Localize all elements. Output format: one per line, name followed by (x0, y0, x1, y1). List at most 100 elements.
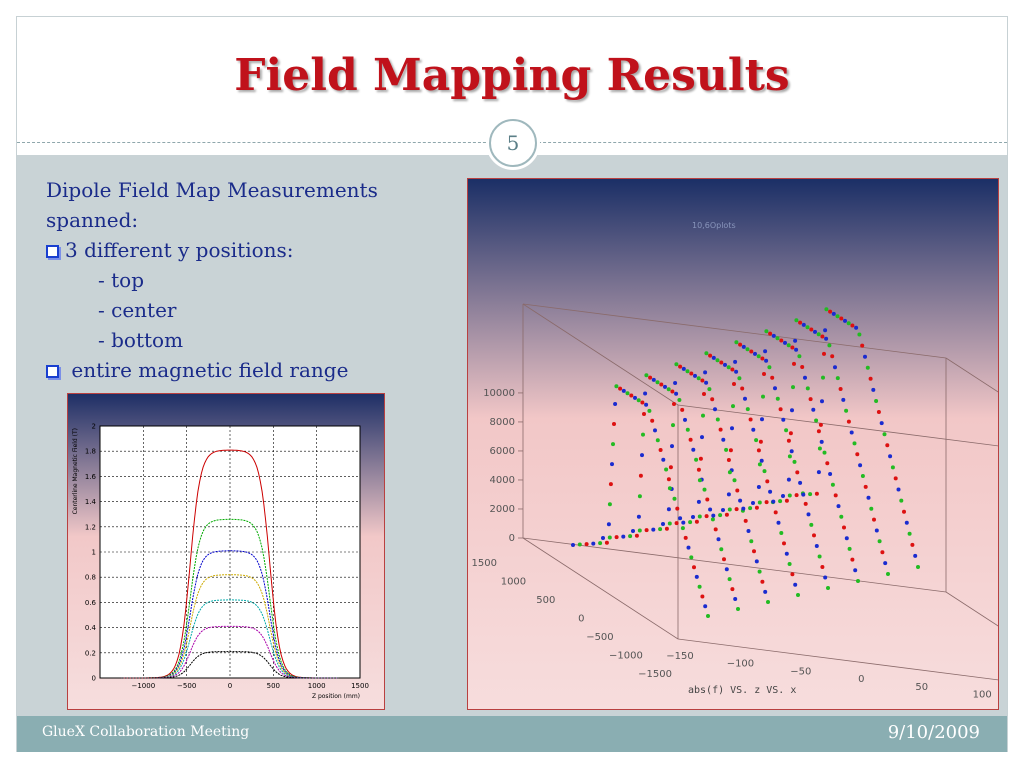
square-bullet-icon (46, 365, 59, 378)
data-point (754, 505, 759, 510)
data-point (667, 486, 672, 491)
data-point (760, 417, 764, 422)
data-point (825, 461, 830, 466)
data-point (793, 338, 798, 343)
data-point (686, 545, 691, 550)
data-point (713, 407, 717, 412)
data-point (666, 387, 671, 392)
data-point (659, 382, 664, 387)
data-point (724, 447, 729, 452)
data-point (737, 376, 742, 381)
data-point (688, 437, 693, 442)
bullet-item-1-text: 3 different y positions: (65, 238, 294, 262)
data-point (833, 365, 837, 370)
data-point (779, 338, 784, 343)
data-point (598, 541, 603, 546)
box-edge (522, 537, 947, 593)
data-point (730, 587, 735, 592)
data-point (784, 551, 789, 556)
data-point (748, 506, 753, 511)
data-point (871, 387, 876, 392)
data-point (820, 334, 825, 339)
y-tick-label: 0 (578, 614, 584, 625)
data-point (757, 462, 762, 467)
data-point (680, 407, 685, 412)
data-point (631, 529, 635, 533)
data-point (863, 354, 867, 359)
data-point (855, 452, 860, 457)
data-point (719, 547, 724, 552)
data-point (821, 375, 825, 380)
data-point (857, 332, 862, 337)
data-point (716, 537, 721, 542)
data-point (890, 465, 895, 470)
data-point (640, 453, 644, 458)
data-point (715, 358, 720, 363)
data-point (811, 407, 816, 412)
data-point (696, 499, 701, 504)
bullet-item-2-text: entire magnetic field range (71, 358, 349, 382)
data-point (764, 329, 769, 334)
data-point (813, 329, 817, 334)
data-point (824, 307, 829, 312)
data-point (647, 408, 652, 413)
data-point (794, 318, 799, 323)
y-tick-label: 1000 (501, 577, 526, 588)
data-point (734, 507, 739, 512)
data-point (608, 482, 613, 487)
data-point (610, 462, 614, 467)
data-point (844, 408, 849, 413)
data-point (685, 369, 690, 374)
data-point (801, 492, 806, 497)
data-point (823, 575, 828, 580)
data-point (791, 385, 795, 390)
data-point (726, 458, 731, 462)
body-line-2: spanned: (46, 208, 139, 232)
data-point (913, 553, 918, 558)
square-bullet-icon (46, 245, 59, 258)
data-point (850, 323, 855, 328)
box-edge (522, 303, 679, 406)
data-point (748, 417, 753, 422)
data-point (670, 444, 674, 449)
data-point (734, 340, 739, 345)
data-point (858, 463, 863, 468)
x-axis-label: Z position (mm) (312, 693, 360, 700)
field-map-3d-plot: 0 2000 4000 6000 8000 10000 1500 1000 500 0 −500 −1… (467, 178, 999, 710)
field-curve-6 (121, 651, 339, 679)
data-point (794, 493, 799, 498)
data-point (818, 422, 823, 427)
data-point (783, 340, 787, 345)
data-point (778, 499, 783, 504)
footer-bar (17, 716, 1007, 752)
y-tick-label: 1.2 (85, 523, 96, 531)
data-point (634, 533, 639, 538)
x-tick-label: 0 (858, 674, 864, 685)
data-point (721, 437, 726, 442)
data-point (850, 557, 855, 562)
data-point (719, 360, 724, 365)
x-tick-label: −150 (666, 651, 693, 662)
data-point (653, 428, 657, 433)
data-point (822, 351, 826, 356)
y-tick-label: 0.4 (85, 624, 97, 632)
data-point (743, 518, 748, 523)
data-point (798, 320, 803, 325)
data-point (670, 389, 675, 394)
data-point (800, 365, 805, 369)
data-point (753, 351, 757, 356)
data-point (844, 536, 849, 541)
data-point (866, 495, 871, 500)
data-point (683, 535, 688, 540)
plot-area: 0200040006000800010000150010005000−500−1… (472, 221, 998, 701)
data-point (784, 428, 789, 433)
data-point (732, 478, 737, 483)
data-point (779, 531, 784, 535)
data-point (751, 501, 755, 505)
data-point (724, 512, 729, 517)
data-point (778, 407, 783, 412)
data-point (683, 417, 687, 422)
plot-background (468, 179, 998, 709)
data-point (726, 365, 731, 370)
data-point (762, 469, 767, 474)
